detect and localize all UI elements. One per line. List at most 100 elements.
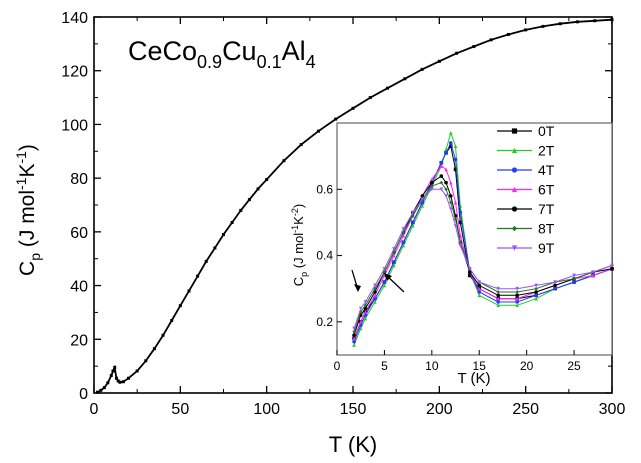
inset-data-point-6t [439, 164, 444, 168]
main-data-point [316, 129, 320, 133]
inset-data-point-9t [448, 207, 453, 211]
inset-data-point-9t [363, 300, 368, 304]
main-data-point [524, 28, 528, 32]
legend-label-4t: 4T [538, 162, 555, 178]
main-y-tick-label: 0 [79, 386, 88, 403]
inset-data-point-8t [496, 290, 501, 294]
inset-data-point-9t [467, 267, 472, 271]
inset-data-point-9t [453, 223, 458, 228]
inset-data-point-7t [534, 290, 538, 294]
inset-legend: 0T 2T 4T 6T 7T 8T 9T [497, 123, 555, 256]
main-data-point [489, 38, 493, 42]
inset-data-point-4t [448, 141, 453, 145]
inset-data-point-4t [496, 300, 501, 304]
inset-y-axis-label: Cp (J mol-1K-2) [290, 204, 309, 286]
inset-data-point-9t [430, 187, 434, 192]
inset-x-tick-label: 20 [520, 359, 534, 373]
main-data-point [472, 45, 476, 49]
main-y-tick-label: 140 [61, 10, 88, 27]
legend-marker-2t [511, 147, 518, 154]
inset-data-point-4t [515, 300, 519, 304]
inset-data-point-4t [534, 293, 538, 298]
inset-data-point-2t [448, 131, 453, 135]
inset-y-tick-label: 0.2 [316, 315, 333, 329]
inset-data-point-9t [401, 227, 406, 231]
inset-data-point-7t [553, 283, 557, 288]
inset-data-point-9t [444, 194, 448, 198]
inset-x-axis-label: T (K) [457, 370, 490, 387]
main-data-point [265, 177, 269, 181]
main-data-point [213, 246, 217, 250]
main-data-point [109, 374, 113, 378]
legend-label-0t: 0T [538, 123, 555, 139]
inset-data-point-4t [411, 220, 415, 225]
main-data-point [204, 259, 208, 263]
legend-marker-9t [511, 245, 518, 251]
inset-data-point-9t [610, 263, 614, 268]
inset-data-point-6t [401, 233, 406, 238]
legend-label-2t: 2T [538, 143, 555, 159]
inset-data-point-7t [352, 333, 356, 337]
main-data-point [575, 20, 579, 24]
inset-data-point-8t [534, 286, 538, 291]
inset-data-point-4t [453, 157, 458, 162]
inset-data-point-2t [363, 316, 368, 321]
inset-data-point-2t [515, 303, 519, 308]
main-data-point [247, 198, 251, 202]
main-data-point [127, 376, 131, 380]
inset-x-tick-label: 0 [334, 359, 341, 373]
main-data-point [593, 19, 597, 23]
main-y-tick-label: 100 [61, 117, 88, 134]
inset-data-point-7t [363, 306, 368, 311]
inset-data-point-6t [363, 310, 368, 314]
inset-data-point-9t [458, 243, 463, 248]
inset-series-line-8t [353, 182, 613, 332]
main-data-point [420, 67, 424, 71]
inset-data-point-9t [439, 187, 444, 192]
main-data-point [282, 159, 286, 163]
inset-x-tick-label: 5 [381, 359, 388, 373]
main-x-tick-label: 100 [253, 401, 280, 418]
inset-data-point-9t [420, 197, 425, 202]
inset-data-point-6t [444, 167, 448, 172]
main-data-point [230, 220, 234, 224]
main-x-tick-label: 0 [90, 401, 99, 418]
inset-data-point-6t [496, 296, 501, 301]
inset-data-point-9t [534, 283, 538, 288]
inset-data-point-8t [411, 214, 415, 218]
inset-data-point-7t [444, 180, 448, 185]
main-title: CeCo0.9Cu0.1Al4 [128, 36, 316, 72]
main-y-axis-label: Cp (J mol-1K-1) [13, 144, 43, 276]
main-x-axis-label: T (K) [329, 432, 377, 457]
inset-data-point-9t [358, 306, 363, 311]
inset-data-point-8t [430, 184, 434, 188]
inset-data-point-8t [448, 200, 453, 205]
inset-data-point-7t [496, 293, 501, 298]
legend-marker-4t [511, 167, 518, 173]
main-data-point [239, 208, 243, 212]
inset-y-tick-label: 0.4 [316, 249, 333, 263]
main-data-point [437, 59, 441, 63]
main-data-point [152, 347, 156, 351]
inset-data-point-9t [572, 273, 576, 278]
main-data-point [135, 369, 139, 373]
inset-data-point-2t [496, 303, 501, 308]
inset-data-point-7t [439, 174, 444, 178]
inset-x-tick-label: 25 [567, 359, 581, 373]
inset-data-point-7t [448, 194, 453, 198]
main-y-tick-label: 80 [70, 171, 88, 188]
main-x-tick-label: 50 [171, 401, 189, 418]
inset-data-point-9t [591, 270, 595, 274]
inset-data-point-6t [358, 320, 363, 324]
main-y-tick-label: 20 [70, 332, 88, 349]
inset-data-point-2t [373, 300, 377, 304]
main-data-point [299, 143, 303, 147]
inset-arrow-right [384, 273, 405, 293]
inset-data-point-4t [458, 210, 463, 215]
main-data-point [386, 86, 390, 90]
main-x-tick-label: 250 [512, 401, 539, 418]
inset-data-point-4t [401, 240, 406, 245]
main-data-point [506, 32, 510, 36]
main-data-point [113, 365, 117, 369]
